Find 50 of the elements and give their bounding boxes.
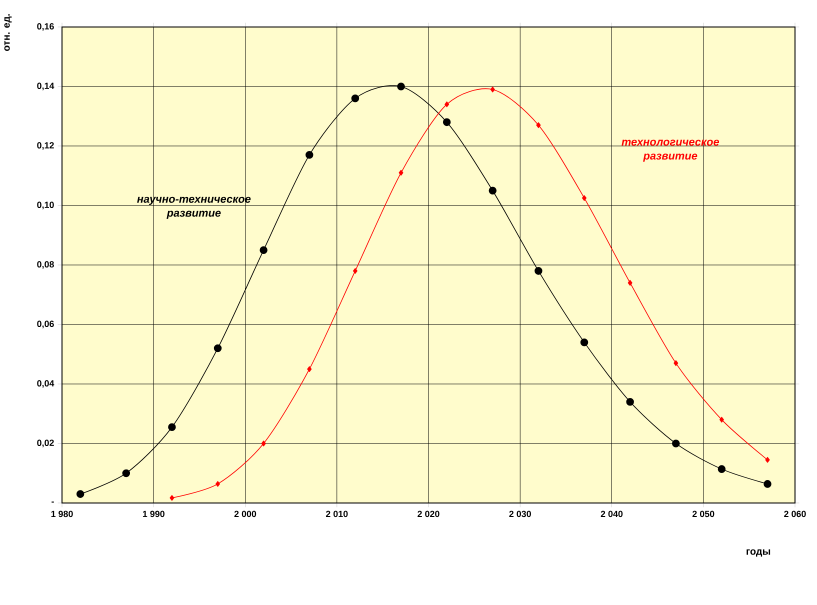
point [674, 360, 678, 366]
y-tick-label: 0,08 [37, 261, 54, 269]
x-tick-label: 2 030 [509, 510, 531, 518]
x-tick-label: 2 010 [326, 510, 348, 518]
point [306, 151, 314, 159]
point [488, 186, 497, 194]
x-axis-title: годы [746, 549, 770, 557]
y-tick-label: 0,06 [37, 320, 54, 328]
point [76, 490, 84, 498]
point [260, 246, 268, 254]
x-tick-label: 2 050 [692, 510, 714, 518]
point [764, 480, 772, 488]
x-tick-label: 2 040 [600, 510, 623, 518]
point [444, 101, 450, 108]
point [672, 440, 680, 448]
point [536, 122, 541, 128]
y-tick-label: 0,16 [37, 23, 54, 31]
point [261, 440, 266, 446]
x-tick-label: 2 000 [234, 510, 256, 518]
point [580, 338, 588, 346]
point [490, 86, 495, 92]
x-tick-label: 2 060 [784, 510, 806, 518]
point [170, 495, 174, 501]
point [534, 267, 542, 275]
point [352, 268, 358, 274]
x-tick-label: 1 990 [142, 510, 164, 518]
point [442, 118, 451, 126]
point [122, 469, 130, 478]
point [216, 481, 220, 487]
point [765, 456, 770, 463]
point [582, 195, 587, 201]
point [351, 94, 360, 102]
point [168, 423, 176, 432]
y-tick-label: 0,12 [37, 142, 54, 150]
y-axis-title: отн. ед. [4, 14, 12, 51]
point [719, 416, 724, 423]
point [307, 366, 312, 372]
point [626, 398, 634, 406]
point [397, 82, 405, 90]
point [214, 344, 222, 352]
y-tick-label: 0,14 [37, 82, 54, 90]
point [628, 280, 632, 286]
x-tick-label: 2 020 [418, 510, 440, 518]
y-tick-label: 0,04 [37, 380, 54, 388]
point [718, 465, 726, 473]
y-tick-label: 0,10 [37, 202, 54, 210]
y-tick-label: 0,02 [37, 440, 54, 448]
x-tick-label: 1 980 [51, 510, 73, 518]
point [398, 170, 404, 176]
y-tick-label: - [52, 502, 54, 503]
